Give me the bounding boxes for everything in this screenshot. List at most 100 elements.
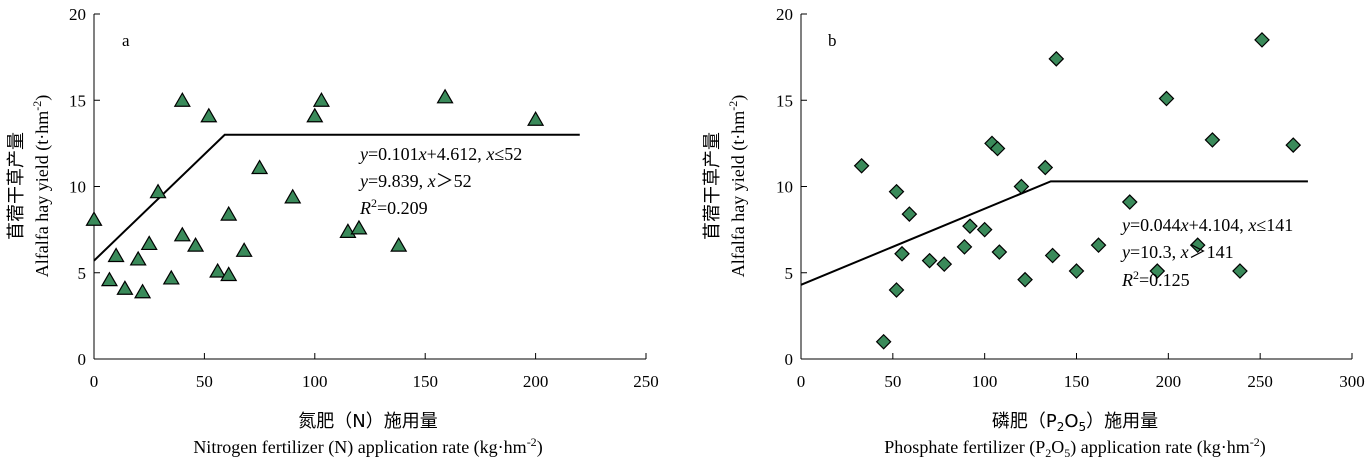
x-tick-label: 300 xyxy=(1339,372,1365,391)
panel-b-xlabel-en: Phosphate fertilizer (P2O5) application … xyxy=(884,435,1265,460)
triangle-data-point xyxy=(350,219,368,235)
panel-a-fit-line xyxy=(93,133,580,262)
triangle-data-point xyxy=(436,88,454,104)
panel-a-xlabel-cn: 氮肥（N）施用量 xyxy=(298,411,437,432)
triangle-data-point xyxy=(209,262,227,278)
y-tick-label: 0 xyxy=(78,350,87,369)
diamond-data-point xyxy=(1090,237,1107,253)
x-tick-label: 250 xyxy=(1247,372,1273,391)
y-tick-label: 20 xyxy=(69,5,86,24)
panel-b-fit-line xyxy=(800,180,1308,286)
diamond-data-point xyxy=(1017,271,1033,288)
diamond-data-point xyxy=(1013,178,1030,195)
diamond-data-point xyxy=(962,218,978,235)
x-tick-label: 50 xyxy=(884,372,901,391)
panel-b-y-ticks: 0 5 10 15 20 xyxy=(776,5,807,369)
triangle-data-point xyxy=(306,107,324,123)
triangle-data-point xyxy=(251,159,269,175)
panel-a-r-squared: R2=0.209 xyxy=(359,196,428,218)
diamond-data-point xyxy=(1158,90,1175,107)
triangle-data-point xyxy=(284,188,302,204)
triangle-data-point xyxy=(200,107,218,123)
y-tick-label: 5 xyxy=(78,264,87,283)
diamond-data-point xyxy=(1044,247,1061,264)
panel-b-ylabel-en: Alfalfa hay yield (t·hm-2) xyxy=(726,95,749,277)
triangle-data-point xyxy=(173,226,191,242)
triangle-data-point xyxy=(527,111,545,126)
y-tick-label: 10 xyxy=(776,178,793,197)
panel-b-xlabel-cn: 磷肥（P2O5）施用量 xyxy=(992,411,1158,434)
panel-b-equation-1: y=0.044x+4.104, x≤141 xyxy=(1120,215,1293,235)
diamond-data-point xyxy=(976,221,993,238)
x-tick-label: 0 xyxy=(797,372,806,391)
panel-a-ylabel-en: Alfalfa hay yield (t·hm-2) xyxy=(30,95,53,277)
diamond-data-point xyxy=(901,206,918,222)
panel-a-equation-2: y=9.839, x＞52 xyxy=(358,171,472,191)
diamond-data-point xyxy=(936,256,953,272)
y-tick-label: 0 xyxy=(785,350,794,369)
diamond-data-point xyxy=(1121,194,1138,210)
triangle-data-point xyxy=(187,236,205,252)
diamond-data-point xyxy=(888,282,905,298)
panel-b-ylabel-cn: 苜蓿干草产量 xyxy=(702,132,723,240)
x-tick-label: 100 xyxy=(972,372,998,391)
x-tick-label: 250 xyxy=(633,372,659,391)
panel-a: a 0 5 10 15 20 0 50 100 150 200 250 苜蓿干草产量 Alfalf… xyxy=(6,5,659,458)
x-tick-label: 50 xyxy=(196,372,213,391)
panel-a-x-ticks: 0 50 100 150 200 250 xyxy=(90,353,659,391)
panel-a-y-ticks: 0 5 10 15 20 xyxy=(69,5,100,369)
triangle-data-point xyxy=(149,183,167,199)
panel-a-xlabel-en: Nitrogen fertilizer (N) application rate… xyxy=(193,435,542,458)
triangle-data-point xyxy=(134,283,152,299)
triangle-data-point xyxy=(129,250,147,266)
diamond-data-point xyxy=(1048,51,1065,67)
triangle-data-point xyxy=(220,205,238,221)
triangle-data-point xyxy=(85,211,103,226)
x-tick-label: 0 xyxy=(90,372,99,391)
diamond-data-point xyxy=(894,245,910,262)
panel-a-equation-1: y=0.101x+4.612, x≤52 xyxy=(358,144,522,164)
diamond-data-point xyxy=(921,252,938,269)
triangle-data-point xyxy=(116,280,134,295)
panel-b-points xyxy=(853,32,1302,350)
x-tick-label: 100 xyxy=(302,372,328,391)
y-tick-label: 10 xyxy=(69,178,86,197)
triangle-data-point xyxy=(173,92,191,107)
diamond-data-point xyxy=(956,239,973,255)
diamond-data-point xyxy=(1189,237,1206,253)
triangle-data-point xyxy=(312,92,330,107)
panel-b-x-ticks: 0 50 100 150 200 250 300 xyxy=(797,353,1365,391)
diamond-data-point xyxy=(875,333,892,350)
x-tick-label: 200 xyxy=(1156,372,1182,391)
triangle-data-point xyxy=(220,266,238,282)
triangle-data-point xyxy=(162,269,180,285)
panel-a-points xyxy=(85,88,545,299)
diamond-data-point xyxy=(991,244,1008,260)
triangle-data-point xyxy=(100,271,118,287)
panel-b-label: b xyxy=(828,31,837,50)
panel-b-r-squared: R2=0.125 xyxy=(1121,268,1190,290)
diamond-data-point xyxy=(1068,263,1085,279)
panel-b-equation-2: y=10.3, x＞141 xyxy=(1120,242,1234,262)
diamond-data-point xyxy=(853,157,870,174)
y-tick-label: 15 xyxy=(776,91,793,110)
diamond-data-point xyxy=(1149,263,1166,279)
triangle-data-point xyxy=(235,242,253,257)
x-tick-label: 150 xyxy=(1064,372,1090,391)
diamond-data-point xyxy=(888,183,905,200)
panel-a-label: a xyxy=(122,31,130,50)
y-tick-label: 20 xyxy=(776,5,793,24)
panel-b: b 0 5 10 15 20 0 50 100 150 200 250 300 苜蓿干草产量 Alf… xyxy=(702,5,1365,460)
x-tick-label: 150 xyxy=(412,372,438,391)
diamond-data-point xyxy=(1204,132,1221,148)
diamond-data-point xyxy=(1254,32,1270,48)
triangle-data-point xyxy=(140,235,158,251)
triangle-data-point xyxy=(107,247,125,263)
y-tick-label: 5 xyxy=(785,264,794,283)
diamond-data-point xyxy=(1285,137,1302,153)
triangle-data-point xyxy=(390,236,408,252)
diamond-data-point xyxy=(1232,263,1248,279)
panel-a-ylabel-cn: 苜蓿干草产量 xyxy=(6,132,27,240)
y-tick-label: 15 xyxy=(69,91,86,110)
